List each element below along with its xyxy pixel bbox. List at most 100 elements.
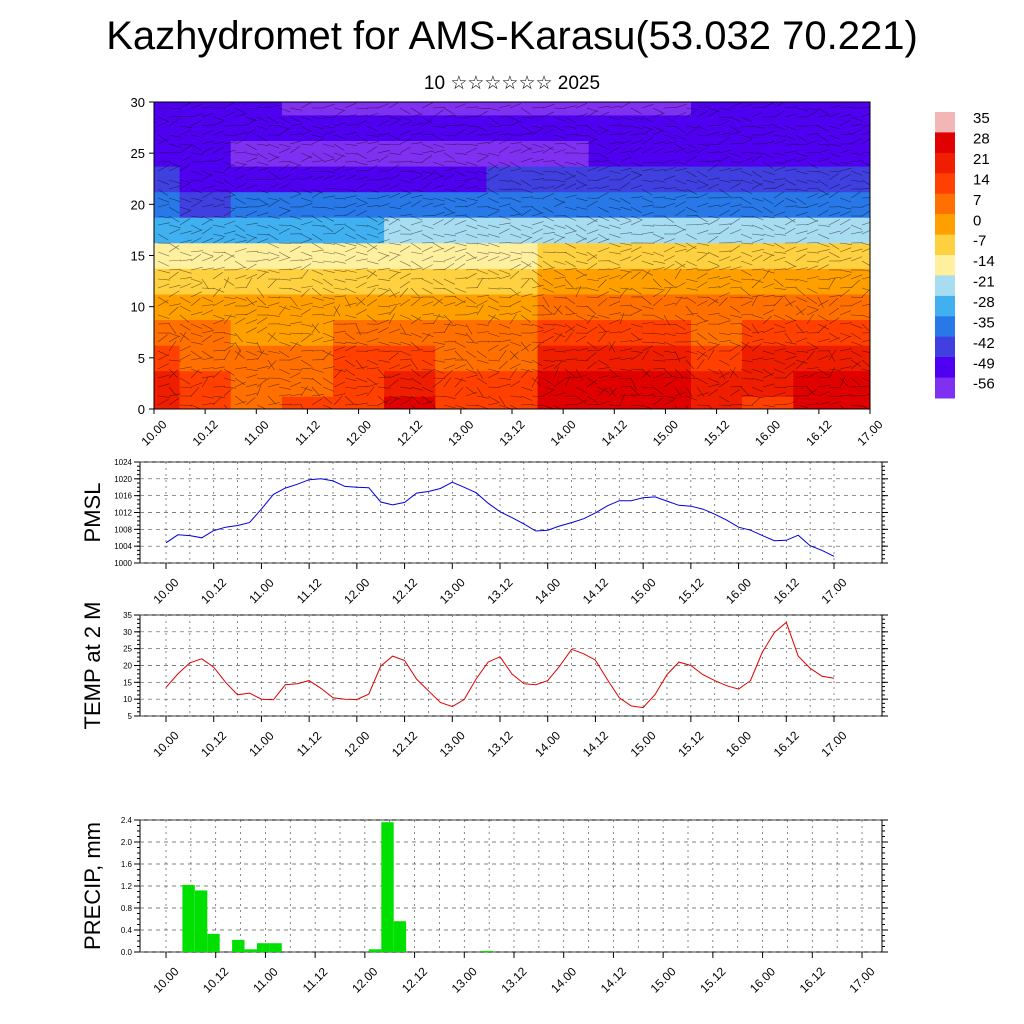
wind-barb bbox=[762, 294, 775, 298]
wind-barb bbox=[355, 114, 368, 118]
wind-barb bbox=[729, 179, 743, 182]
wind-barb bbox=[696, 272, 708, 280]
wind-barb bbox=[531, 186, 544, 190]
wind-barb bbox=[465, 177, 478, 181]
wind-barb bbox=[333, 143, 345, 151]
wind-barb bbox=[311, 138, 323, 145]
wind-barb bbox=[278, 268, 292, 271]
wind-barb bbox=[817, 324, 827, 334]
heatmap-cell bbox=[333, 396, 385, 409]
wind-barb bbox=[685, 323, 698, 326]
wind-barb bbox=[322, 170, 335, 173]
wind-barb bbox=[498, 344, 510, 352]
wind-barb bbox=[212, 237, 224, 244]
wind-barb bbox=[212, 350, 226, 352]
wind-barb bbox=[443, 340, 457, 343]
wind-barb bbox=[542, 160, 555, 163]
wind-barb bbox=[707, 160, 720, 163]
wind-barb bbox=[344, 403, 358, 406]
wind-barb bbox=[476, 304, 484, 316]
wind-barb bbox=[542, 336, 554, 343]
wind-barb bbox=[267, 302, 280, 307]
wind-barb bbox=[223, 314, 232, 325]
wind-barb bbox=[817, 299, 829, 307]
wind-barb bbox=[806, 187, 820, 190]
wind-barb bbox=[707, 276, 720, 280]
heatmap-cell bbox=[691, 102, 743, 116]
wind-barb bbox=[454, 287, 467, 293]
wind-barb bbox=[773, 242, 785, 250]
wind-barb bbox=[597, 323, 607, 333]
wind-barb bbox=[663, 341, 676, 347]
wind-barb bbox=[696, 106, 709, 109]
x-tick-label: 12.00 bbox=[341, 575, 372, 606]
wind-barb bbox=[762, 233, 775, 238]
wind-barb bbox=[608, 387, 618, 397]
wind-barb bbox=[564, 260, 576, 267]
wind-barb bbox=[443, 256, 456, 262]
wind-barb bbox=[421, 278, 434, 285]
wind-barb bbox=[223, 404, 228, 409]
wind-barb bbox=[399, 399, 411, 406]
wind-barb bbox=[520, 196, 533, 199]
wind-barb bbox=[344, 242, 357, 247]
wind-barb bbox=[630, 332, 641, 341]
wind-barb bbox=[663, 215, 675, 223]
wind-barb bbox=[333, 368, 343, 379]
wind-barb bbox=[300, 323, 313, 327]
heatmap-cell bbox=[179, 140, 232, 167]
wind-barb bbox=[762, 141, 775, 145]
wind-barb bbox=[344, 386, 357, 390]
wind-barb bbox=[355, 251, 368, 256]
wind-barb bbox=[465, 125, 479, 127]
wind-barb bbox=[366, 383, 379, 388]
wind-barb bbox=[839, 174, 851, 181]
wind-barb bbox=[366, 349, 379, 352]
wind-barb bbox=[289, 107, 302, 111]
wind-barb bbox=[542, 170, 555, 173]
wind-barb bbox=[817, 107, 829, 115]
wind-barb bbox=[762, 224, 774, 231]
colorbar-label: -49 bbox=[973, 355, 995, 372]
wind-barb bbox=[190, 282, 203, 289]
wind-barb bbox=[762, 215, 775, 219]
wind-barb bbox=[674, 134, 687, 141]
wind-barb bbox=[586, 403, 600, 406]
wind-barb bbox=[322, 320, 335, 325]
wind-barb bbox=[586, 361, 597, 370]
wind-barb bbox=[432, 184, 445, 190]
wind-barb bbox=[476, 295, 489, 298]
wind-barb bbox=[311, 386, 321, 397]
wind-barb bbox=[388, 143, 402, 146]
heatmap-cell bbox=[333, 293, 385, 321]
wind-barb bbox=[861, 210, 870, 217]
wind-barb bbox=[300, 251, 313, 257]
wind-barb bbox=[740, 224, 753, 227]
wind-barb bbox=[861, 385, 870, 388]
wind-barb bbox=[267, 233, 279, 241]
wind-barb bbox=[641, 305, 654, 310]
wind-barb bbox=[784, 362, 796, 370]
wind-barb bbox=[564, 313, 577, 316]
wind-barb bbox=[190, 134, 203, 138]
wind-barb bbox=[465, 332, 474, 343]
wind-barb bbox=[861, 303, 870, 307]
wind-barb bbox=[597, 105, 610, 109]
x-tick-label: 16.00 bbox=[752, 417, 783, 448]
y-tick-label: 10 bbox=[131, 300, 145, 315]
wind-barb bbox=[674, 194, 687, 199]
wind-barb bbox=[212, 396, 222, 406]
wind-barb bbox=[443, 124, 457, 127]
wind-barb bbox=[553, 332, 566, 338]
wind-barb bbox=[707, 266, 720, 271]
wind-barb bbox=[289, 259, 302, 262]
precip-bar bbox=[257, 943, 270, 952]
wind-barb bbox=[707, 383, 720, 388]
wind-barb bbox=[553, 296, 567, 299]
y-tick-label: 1024 bbox=[114, 458, 132, 467]
wind-barb bbox=[157, 314, 170, 319]
wind-barb bbox=[542, 232, 555, 235]
wind-barb bbox=[509, 363, 521, 370]
y-tick-label: 1016 bbox=[114, 492, 132, 501]
wind-barb bbox=[795, 308, 807, 316]
